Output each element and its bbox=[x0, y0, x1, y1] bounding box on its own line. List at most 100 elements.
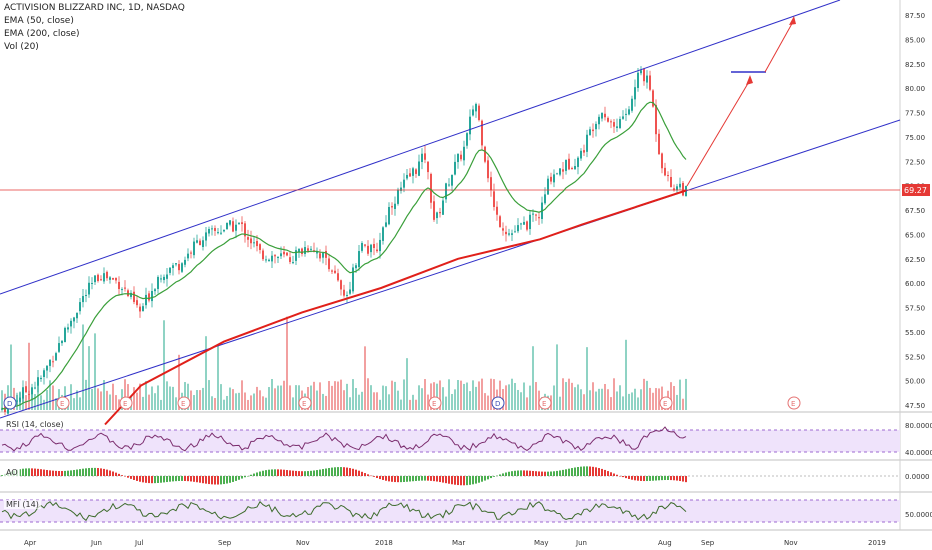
volume-legend[interactable]: Vol (20) bbox=[4, 42, 39, 52]
rsi-label[interactable]: RSI (14, close) bbox=[4, 420, 66, 429]
candle-body bbox=[466, 133, 468, 146]
volume-bar bbox=[400, 399, 402, 410]
event-marker[interactable] bbox=[491, 396, 505, 410]
ao-bar bbox=[25, 468, 27, 476]
volume-bar bbox=[319, 382, 321, 410]
candle-body bbox=[520, 223, 522, 225]
volume-bar bbox=[205, 336, 207, 410]
candle-body bbox=[619, 119, 621, 128]
candle-body bbox=[364, 244, 366, 246]
ema50-legend[interactable]: EMA (50, close) bbox=[4, 16, 74, 26]
candle-body bbox=[406, 174, 408, 179]
candle-body bbox=[574, 166, 576, 170]
mfi-label[interactable]: MFI (14) bbox=[4, 500, 41, 509]
ao-bar bbox=[43, 469, 45, 476]
candle-body bbox=[592, 129, 594, 132]
volume-bar bbox=[94, 333, 96, 410]
ao-bar bbox=[676, 476, 678, 481]
ao-bar bbox=[325, 468, 327, 476]
ao-bar bbox=[34, 468, 36, 476]
ao-bar bbox=[616, 474, 618, 476]
ao-bar bbox=[583, 466, 585, 476]
event-marker[interactable] bbox=[177, 396, 191, 410]
candle-body bbox=[103, 273, 105, 282]
event-marker[interactable] bbox=[538, 396, 552, 410]
time-label: Nov bbox=[784, 539, 798, 547]
ao-bar bbox=[415, 476, 417, 481]
candle-body bbox=[52, 361, 54, 363]
ao-label[interactable]: AO bbox=[4, 468, 20, 477]
event-marker[interactable] bbox=[428, 396, 442, 410]
volume-bar bbox=[184, 382, 186, 410]
ao-bar bbox=[379, 476, 381, 480]
price-tick: 77.50 bbox=[905, 110, 925, 118]
ao-bar bbox=[658, 476, 660, 481]
price-pane[interactable] bbox=[0, 0, 900, 412]
volume-bar bbox=[448, 379, 450, 410]
channel-lower-line[interactable] bbox=[0, 119, 901, 419]
candle-body bbox=[133, 291, 135, 302]
candle-body bbox=[580, 150, 582, 159]
candle-body bbox=[130, 292, 132, 297]
ao-bar bbox=[82, 468, 84, 476]
candle-body bbox=[598, 116, 600, 125]
event-marker[interactable] bbox=[659, 396, 673, 410]
projection-arrows[interactable] bbox=[686, 16, 796, 187]
candle-body bbox=[640, 70, 642, 74]
event-marker[interactable] bbox=[787, 396, 801, 410]
candle-body bbox=[49, 359, 51, 366]
volume-bar bbox=[340, 379, 342, 410]
ao-bar bbox=[274, 469, 276, 476]
candle-body bbox=[469, 116, 471, 135]
candle-body bbox=[175, 263, 177, 265]
candle-body bbox=[289, 257, 291, 262]
volume-bar bbox=[427, 394, 429, 410]
volume-bar bbox=[139, 383, 141, 410]
candle-body bbox=[505, 231, 507, 235]
candle-body bbox=[613, 122, 615, 127]
candle-body bbox=[658, 133, 660, 155]
channel-upper-line[interactable] bbox=[0, 0, 841, 295]
ema200-legend[interactable]: EMA (200, close) bbox=[4, 29, 80, 39]
volume-bar bbox=[370, 385, 372, 410]
volume-bar bbox=[55, 398, 57, 410]
rsi-tick-40: 40.0000 bbox=[905, 449, 932, 457]
ao-bar bbox=[49, 470, 51, 476]
candle-body bbox=[142, 306, 144, 312]
volume-bar bbox=[631, 392, 633, 410]
candle-body bbox=[181, 263, 183, 272]
ao-bar bbox=[589, 466, 591, 476]
volume-bar bbox=[649, 387, 651, 410]
candle-body bbox=[667, 175, 669, 177]
volume-bar bbox=[457, 379, 459, 410]
ao-bar bbox=[280, 469, 282, 476]
candle-body bbox=[271, 255, 273, 262]
candle-body bbox=[412, 168, 414, 176]
candle-body bbox=[553, 174, 555, 183]
event-marker[interactable] bbox=[56, 396, 70, 410]
candle-body bbox=[595, 123, 597, 130]
mfi-line bbox=[1, 500, 687, 522]
ao-bar bbox=[613, 473, 615, 476]
volume-bar bbox=[349, 397, 351, 410]
ao-bar bbox=[175, 476, 177, 482]
ao-bar bbox=[409, 476, 411, 482]
event-marker[interactable] bbox=[3, 396, 17, 410]
candle-body bbox=[187, 253, 189, 259]
candle-body bbox=[31, 387, 33, 395]
candle-body bbox=[652, 90, 654, 107]
candle-body bbox=[298, 248, 300, 252]
ao-bar bbox=[412, 476, 414, 482]
volume-bar bbox=[274, 388, 276, 410]
ao-bar bbox=[319, 469, 321, 476]
time-label: Aug bbox=[658, 539, 672, 547]
volume-bar bbox=[238, 392, 240, 410]
volume-bar bbox=[52, 385, 54, 410]
ao-bar bbox=[457, 476, 459, 486]
candle-body bbox=[22, 387, 24, 399]
event-marker[interactable] bbox=[119, 396, 133, 410]
event-marker[interactable] bbox=[298, 396, 312, 410]
ao-bar bbox=[187, 476, 189, 482]
